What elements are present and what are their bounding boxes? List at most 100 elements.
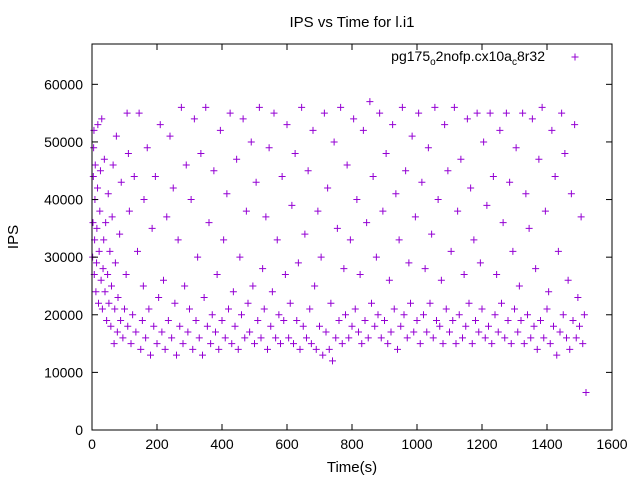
data-point: [455, 311, 463, 319]
data-point: [403, 334, 411, 342]
data-point: [390, 305, 398, 313]
data-point: [150, 322, 158, 330]
data-point: [264, 345, 271, 353]
data-point: [449, 317, 457, 325]
data-point: [538, 103, 546, 111]
data-point: [329, 357, 336, 365]
data-point: [236, 253, 244, 261]
data-point: [512, 144, 520, 152]
data-point: [260, 305, 268, 313]
data-point: [527, 334, 535, 342]
data-point: [124, 322, 132, 330]
x-axis-label: Time(s): [327, 459, 377, 476]
data-point: [94, 121, 102, 129]
data-point: [304, 167, 312, 175]
data-point: [361, 317, 369, 325]
x-tick-label: 400: [210, 436, 234, 452]
data-point: [335, 317, 343, 325]
data-point: [394, 345, 401, 353]
data-point: [563, 334, 570, 342]
data-point: [567, 190, 575, 198]
data-point: [579, 340, 587, 348]
data-point: [553, 351, 561, 359]
data-point: [322, 328, 330, 336]
data-point: [163, 213, 171, 221]
data-point: [273, 236, 281, 244]
data-point: [429, 334, 437, 342]
data-point: [524, 311, 531, 319]
data-point: [433, 317, 440, 325]
data-point: [101, 288, 109, 296]
data-point: [434, 196, 442, 204]
data-point: [98, 115, 106, 123]
data-point: [213, 270, 221, 278]
data-point: [387, 328, 395, 336]
data-point: [356, 270, 364, 278]
data-point: [379, 207, 387, 215]
data-point: [392, 190, 400, 198]
data-point: [307, 340, 315, 348]
data-point: [566, 345, 574, 353]
data-point: [317, 253, 325, 261]
data-point: [431, 103, 439, 111]
data-point: [459, 334, 466, 342]
data-point: [580, 311, 588, 319]
data-point: [158, 328, 166, 336]
data-point: [446, 328, 453, 336]
data-point: [212, 328, 219, 336]
data-point: [229, 288, 237, 296]
data-point: [104, 190, 112, 198]
data-point: [161, 345, 169, 353]
data-point: [121, 305, 128, 313]
data-point: [376, 109, 384, 117]
x-tick-label: 1600: [596, 436, 627, 452]
data-point: [377, 334, 385, 342]
data-point: [102, 219, 110, 227]
data-point: [481, 334, 489, 342]
data-point: [332, 334, 340, 342]
data-point: [233, 155, 241, 163]
data-point: [405, 259, 413, 267]
data-point: [436, 322, 444, 330]
data-point: [454, 207, 462, 215]
data-point: [364, 334, 372, 342]
data-point: [199, 351, 206, 359]
data-point: [147, 351, 154, 359]
data-point: [134, 247, 141, 255]
data-point: [100, 155, 108, 163]
data-point: [494, 328, 502, 336]
data-point: [197, 149, 205, 157]
data-point: [385, 276, 393, 284]
data-point: [96, 207, 104, 215]
data-point: [129, 311, 137, 319]
data-point: [186, 305, 193, 313]
data-point: [255, 103, 263, 111]
data-point: [312, 345, 320, 353]
data-point: [515, 282, 523, 290]
data-point: [571, 121, 579, 129]
data-point: [319, 351, 327, 359]
legend-label: pg175o2nofp.cx10ac8r32: [391, 48, 545, 68]
data-point: [462, 322, 470, 330]
data-point: [249, 282, 257, 290]
data-point: [207, 340, 215, 348]
data-point: [288, 201, 296, 209]
data-point: [493, 270, 501, 278]
x-tick-label: 800: [340, 436, 364, 452]
data-point: [234, 345, 242, 353]
data-point: [504, 317, 512, 325]
data-point: [372, 253, 380, 261]
data-point: [569, 317, 577, 325]
data-point: [420, 311, 427, 319]
data-point: [177, 103, 185, 111]
data-point: [103, 317, 111, 325]
data-point: [156, 121, 164, 129]
data-point: [316, 322, 323, 330]
data-point: [93, 259, 101, 267]
data-point: [442, 305, 450, 313]
data-point: [257, 334, 265, 342]
data-point: [511, 305, 518, 313]
data-point: [251, 340, 258, 348]
data-point: [95, 299, 102, 307]
data-point: [303, 334, 310, 342]
